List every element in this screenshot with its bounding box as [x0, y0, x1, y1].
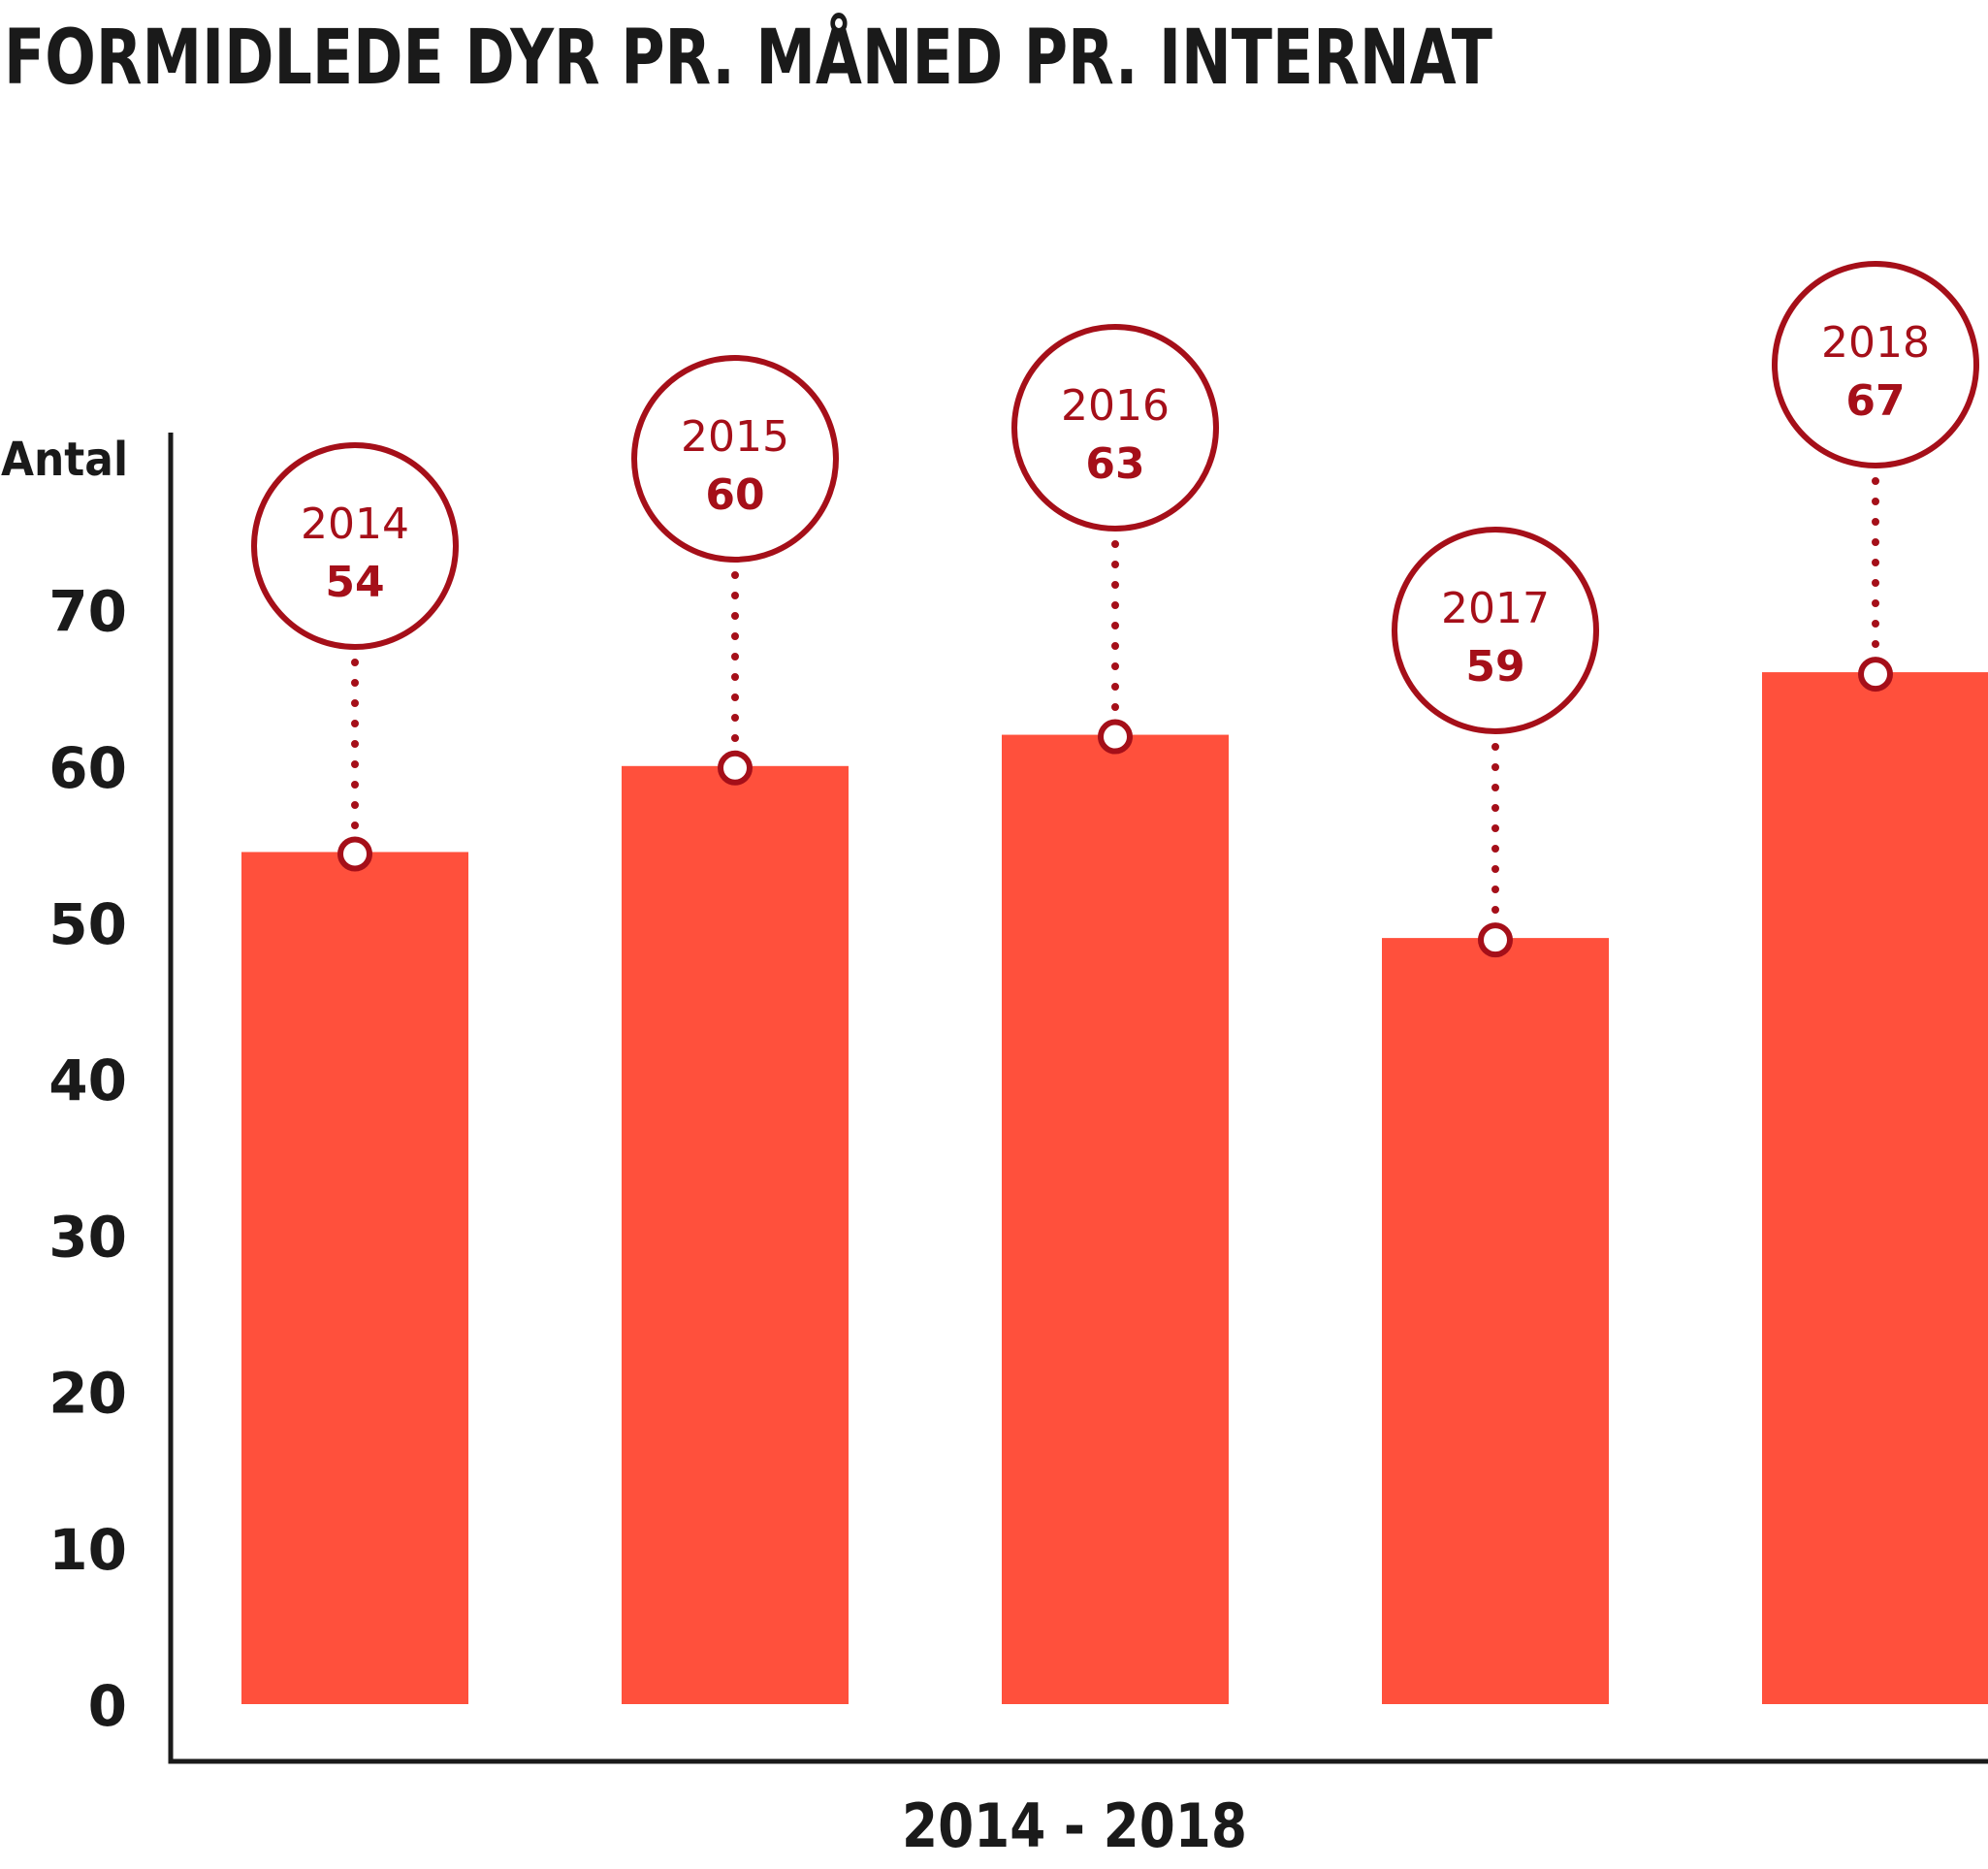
bars: [241, 672, 1988, 1704]
annotation-bubble-2017: [1392, 527, 1599, 734]
annotation-value: 63: [1085, 439, 1144, 489]
y-axis-label: Antal: [1, 433, 128, 487]
annotation-value: 54: [325, 558, 384, 607]
y-tick-label: 60: [48, 735, 127, 801]
annotation-year: 2015: [681, 412, 789, 462]
annotations: 2014 54 2015 60 2016 63 2017 59 2018 67: [251, 261, 1979, 958]
annotation-year: 2016: [1061, 381, 1170, 431]
annotation-bubble-2015: [631, 355, 839, 563]
x-axis-label: 2014 - 2018: [902, 1790, 1247, 1861]
annotation-year: 2017: [1441, 584, 1550, 633]
bar-2017: [1382, 938, 1609, 1704]
bar-2014: [241, 852, 468, 1704]
annotation-value: 59: [1465, 642, 1524, 692]
annotation-year: 2018: [1821, 318, 1930, 368]
y-tick-label: 30: [48, 1204, 127, 1270]
y-tick-label: 40: [48, 1047, 127, 1113]
chart-title: FORMIDLEDE DYR PR. MÅNED PR. INTERNAT: [4, 13, 1492, 102]
bar-2016: [1002, 734, 1229, 1704]
annotation-bubble-2018: [1772, 261, 1979, 468]
bar-marker-2016: [1098, 719, 1133, 755]
axis-line: [168, 433, 1988, 1764]
annotation-value: 60: [705, 470, 764, 520]
bar-marker-2015: [718, 750, 753, 786]
y-tick-labels: 0 10 20 30 40 50 60 70: [48, 579, 127, 1739]
y-tick-label: 50: [48, 891, 127, 957]
bar-marker-2017: [1478, 922, 1513, 958]
annotation-year: 2014: [301, 499, 409, 549]
annotation-bubble-2016: [1011, 324, 1219, 532]
annotation-value: 67: [1845, 376, 1905, 426]
bar-marker-2018: [1858, 657, 1893, 693]
y-tick-label: 0: [88, 1673, 127, 1739]
bar-marker-2014: [337, 836, 372, 872]
annotation-bubble-2014: [251, 442, 459, 650]
y-tick-label: 70: [48, 579, 127, 645]
bar-2015: [622, 765, 849, 1704]
y-tick-label: 10: [48, 1517, 127, 1583]
y-tick-label: 20: [48, 1361, 127, 1427]
bar-2018: [1762, 672, 1988, 1704]
